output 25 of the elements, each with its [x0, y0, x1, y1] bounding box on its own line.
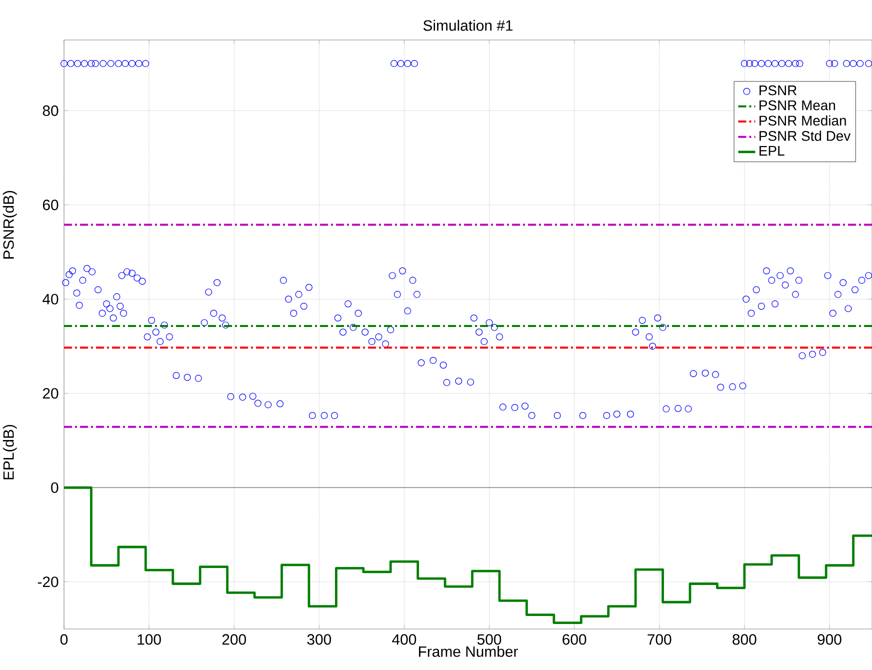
y-tick-label: 0 [51, 482, 58, 493]
x-axis-title: Frame Number [418, 646, 518, 657]
x-tick-label: 400 [392, 634, 416, 645]
x-tick-label: 800 [732, 634, 756, 645]
y-tick-label: 80 [42, 105, 58, 116]
text: EPL(dB) [2, 424, 17, 480]
x-tick-label: 900 [818, 634, 842, 645]
x-tick-label: 600 [562, 634, 586, 645]
legend-label: PSNR Mean [760, 100, 836, 110]
y-tick-label: 40 [42, 294, 58, 304]
y-axis-title: PSNR(dB) [2, 190, 17, 259]
x-tick-label: 300 [307, 634, 332, 645]
y-tick-label: 20 [42, 388, 58, 399]
y-tick-label: 60 [42, 200, 58, 210]
x-tick-label: 200 [222, 634, 246, 645]
chart-title: Simulation #1 [423, 20, 513, 31]
x-tick-label: 0 [60, 634, 68, 645]
x-tick-label: 700 [648, 634, 672, 645]
y-tick-label: -20 [38, 576, 58, 588]
legend-label: PSNR Median [760, 115, 846, 126]
x-tick-label: 500 [477, 634, 502, 645]
x-tick-label: 100 [138, 634, 161, 645]
legend-label: PSNR [760, 85, 797, 96]
legend-label: PSNR Std Dev [760, 130, 851, 141]
legend-label: EPL [760, 146, 784, 156]
